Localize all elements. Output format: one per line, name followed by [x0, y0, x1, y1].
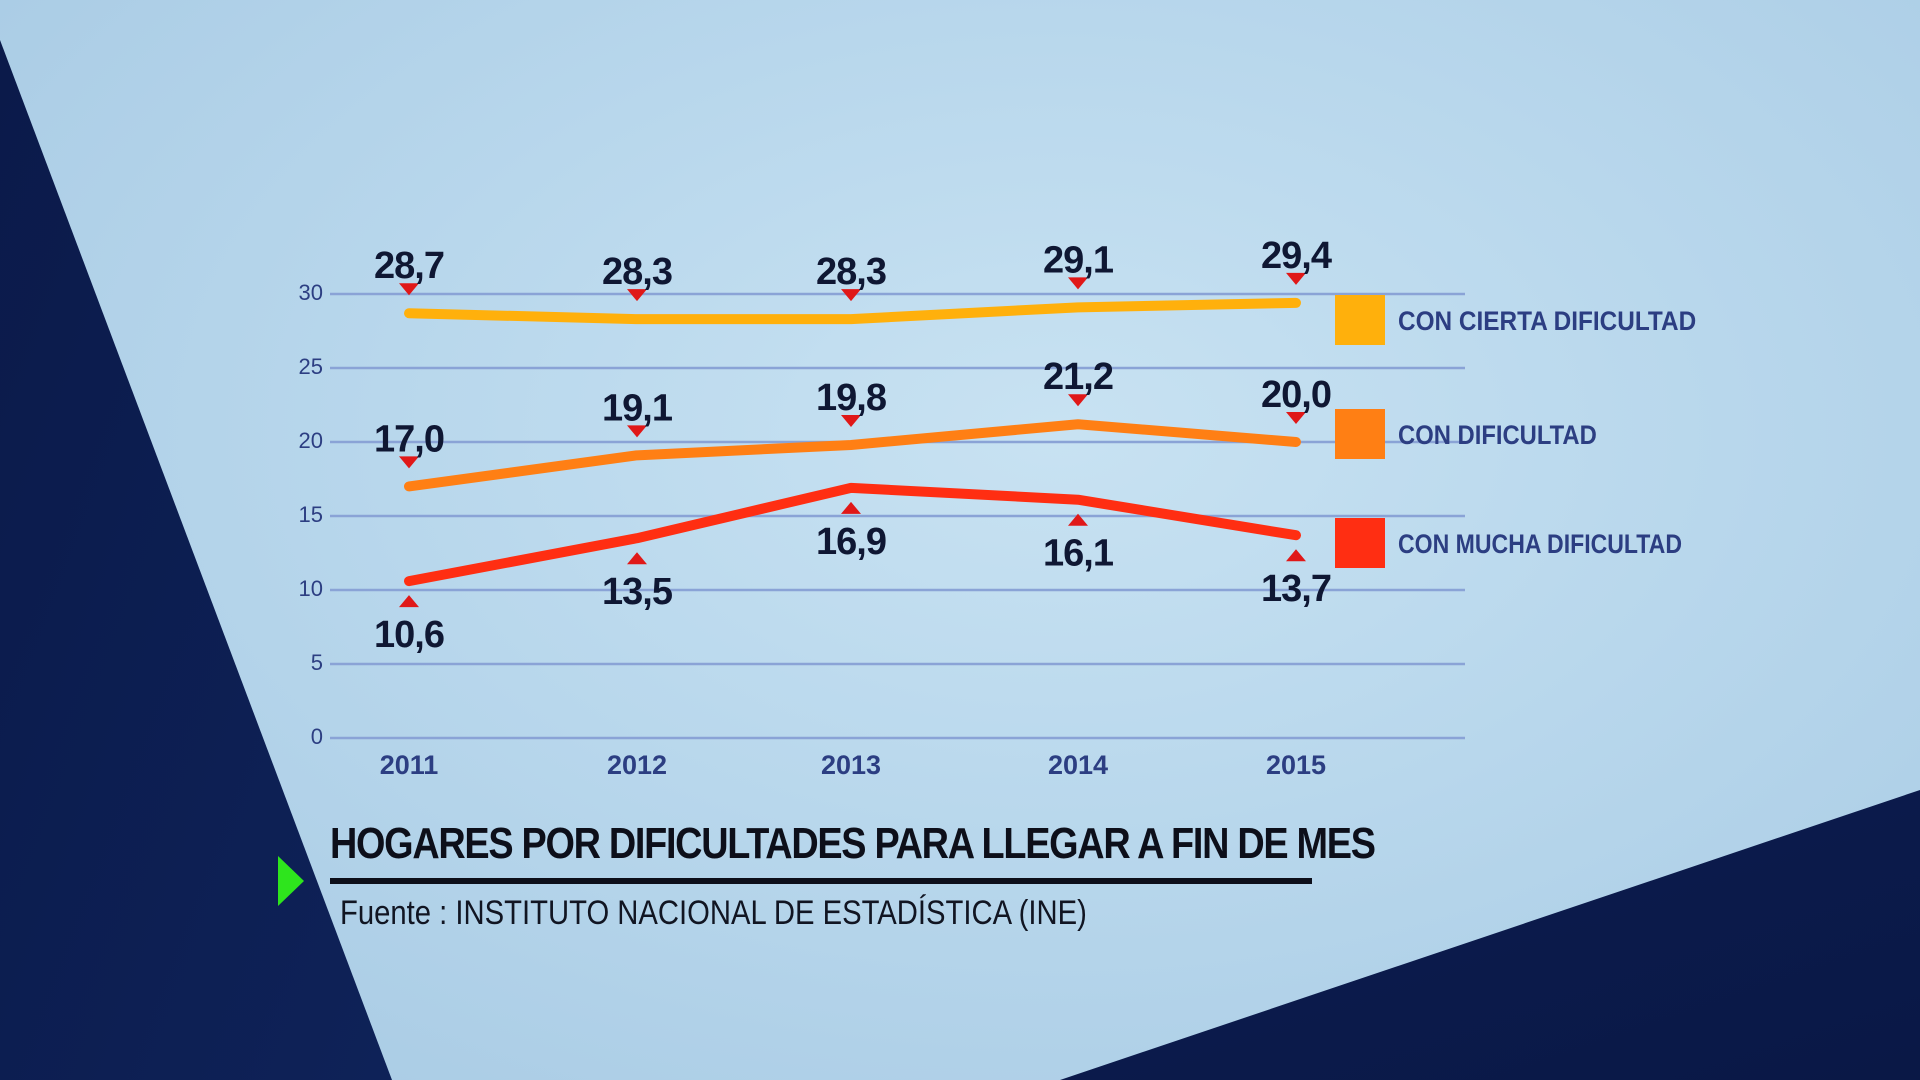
chart-title-block: HOGARES POR DIFICULTADES PARA LLEGAR A F…	[330, 822, 1545, 866]
x-axis-ticks: 2011 2012 2013 2014 2015	[380, 750, 1326, 780]
y-tick-label: 10	[299, 576, 323, 601]
y-tick-label: 20	[299, 428, 323, 453]
y-tick-label: 25	[299, 354, 323, 379]
series-line	[404, 297, 1301, 325]
data-label: 16,1	[1043, 533, 1114, 575]
data-label: 21,2	[1043, 356, 1113, 398]
legend-label: CON CIERTA DIFICULTAD	[1398, 306, 1696, 336]
data-label: 20,0	[1261, 374, 1331, 416]
y-tick-label: 5	[311, 650, 323, 675]
x-tick-label: 2012	[607, 750, 667, 780]
data-label: 28,3	[816, 251, 886, 293]
series-1: 17,0 19,1 19,8 21,2 20,0	[374, 356, 1332, 492]
data-label: 19,8	[816, 377, 886, 419]
data-marker	[627, 425, 647, 438]
data-marker	[399, 595, 419, 608]
data-marker	[1068, 394, 1088, 407]
y-axis-ticks: 0 5 10 15 20 25 30	[299, 280, 323, 749]
y-tick-label: 0	[311, 724, 323, 749]
legend-swatch	[1335, 409, 1385, 459]
data-marker	[1068, 277, 1088, 290]
source-caption: Fuente : INSTITUTO NACIONAL DE ESTADÍSTI…	[340, 894, 1087, 932]
data-marker	[841, 289, 861, 302]
data-marker	[1286, 549, 1306, 562]
x-tick-label: 2011	[380, 750, 439, 780]
data-marker	[1068, 513, 1088, 526]
grid-layer	[330, 292, 1465, 740]
data-marker	[627, 552, 647, 565]
series-line	[404, 419, 1301, 492]
legend-swatch	[1335, 295, 1385, 345]
data-label: 28,7	[374, 245, 444, 287]
data-marker	[627, 289, 647, 302]
data-label: 13,5	[602, 571, 673, 613]
legend-item-2: CON MUCHA DIFICULTAD	[1335, 518, 1682, 568]
legend: CON CIERTA DIFICULTAD CON DIFICULTAD CON M…	[1335, 295, 1696, 568]
data-label: 29,1	[1043, 239, 1114, 281]
series-2: 10,6 13,5 16,9 16,1 13,7	[374, 482, 1332, 656]
data-label: 28,3	[602, 251, 672, 293]
x-tick-label: 2015	[1266, 750, 1326, 780]
series-line	[404, 482, 1301, 587]
x-tick-label: 2014	[1048, 750, 1108, 780]
series-layer: 28,7 28,3 28,3 29,1 29,4 17,0 19,1 19,8 21,2 20,0…	[374, 235, 1333, 656]
data-marker	[1286, 272, 1306, 285]
data-marker	[1286, 412, 1306, 424]
data-label: 13,7	[1261, 568, 1331, 610]
play-arrow-icon	[278, 856, 304, 906]
left-dark-panel	[0, 40, 392, 1080]
data-marker	[841, 414, 861, 427]
data-label: 17,0	[374, 418, 444, 460]
series-0: 28,7 28,3 28,3 29,1 29,4	[374, 235, 1333, 325]
data-label: 29,4	[1261, 235, 1332, 277]
data-marker	[399, 283, 419, 296]
right-dark-panel	[1060, 790, 1920, 1080]
legend-swatch	[1335, 518, 1385, 568]
legend-item-0: CON CIERTA DIFICULTAD	[1335, 295, 1696, 345]
legend-label: CON DIFICULTAD	[1398, 420, 1597, 450]
data-label: 10,6	[374, 614, 444, 656]
title-underline	[330, 878, 1312, 884]
y-tick-label: 30	[299, 280, 323, 305]
y-tick-label: 15	[299, 502, 323, 527]
legend-item-1: CON DIFICULTAD	[1335, 409, 1597, 459]
x-tick-label: 2013	[821, 750, 881, 780]
data-label: 19,1	[602, 387, 673, 429]
chart-title: HOGARES POR DIFICULTADES PARA LLEGAR A F…	[330, 819, 1376, 868]
legend-label: CON MUCHA DIFICULTAD	[1398, 529, 1682, 559]
data-marker	[399, 456, 419, 469]
data-label: 16,9	[816, 521, 886, 563]
data-marker	[841, 501, 861, 514]
